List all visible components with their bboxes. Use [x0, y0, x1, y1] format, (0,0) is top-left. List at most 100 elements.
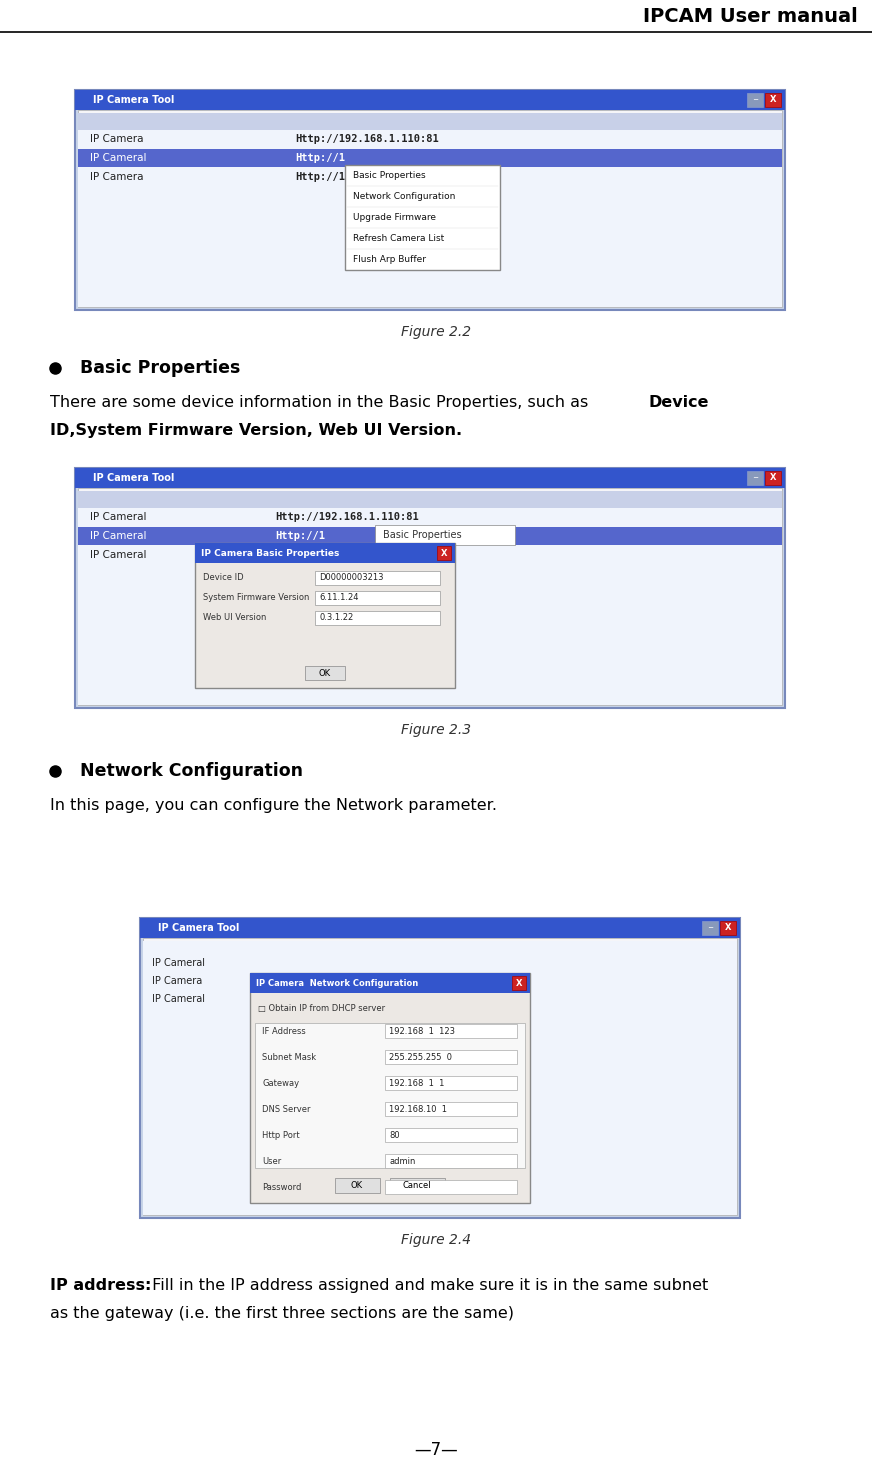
Text: Refresh Camera List: Refresh Camera List [353, 234, 444, 242]
Text: IP Cameral: IP Cameral [152, 958, 205, 968]
Bar [143, 941, 737, 1215]
Bar [75, 469, 785, 488]
Text: Flush Arp Buffer: Flush Arp Buffer [353, 256, 426, 265]
Text: IF Address: IF Address [262, 1027, 306, 1036]
Bar [78, 112, 782, 307]
Bar [78, 491, 782, 705]
Text: Basic Properties: Basic Properties [353, 171, 426, 180]
Text: IP Camera Tool: IP Camera Tool [93, 473, 174, 483]
Text: System Firmware Version: System Firmware Version [203, 594, 310, 603]
Bar [315, 571, 440, 585]
Text: IP Camera: IP Camera [152, 975, 202, 986]
Text: IP Camera  Network Configuration: IP Camera Network Configuration [256, 978, 419, 987]
Bar [335, 1178, 380, 1193]
Text: OK: OK [351, 1181, 363, 1190]
Bar [385, 1024, 517, 1038]
Text: Http://1: Http://1 [275, 531, 325, 541]
Bar [720, 921, 736, 936]
Text: Web UI Version: Web UI Version [203, 613, 266, 622]
Text: Http://1: Http://1 [275, 550, 325, 560]
Bar [390, 1178, 445, 1193]
Text: IP Camera: IP Camera [90, 171, 144, 182]
Text: X: X [515, 978, 522, 987]
Text: IP Cameral: IP Cameral [90, 154, 146, 163]
Text: User: User [262, 1156, 282, 1166]
Bar [78, 488, 782, 705]
Bar [78, 491, 782, 508]
Text: IP Cameral: IP Cameral [90, 511, 146, 522]
Bar [385, 1179, 517, 1194]
Bar [765, 93, 781, 106]
Text: IP Cameral: IP Cameral [90, 531, 146, 541]
Bar [143, 939, 737, 1215]
Text: 6.11.1.24: 6.11.1.24 [319, 594, 358, 603]
Text: X: X [440, 548, 447, 557]
Bar [78, 528, 782, 545]
Text: Network Configuration: Network Configuration [80, 763, 303, 780]
Text: as the gateway (i.e. the first three sections are the same): as the gateway (i.e. the first three sec… [50, 1307, 514, 1321]
Text: Figure 2.4: Figure 2.4 [401, 1233, 471, 1247]
Text: Http://192.168.1.110:81: Http://192.168.1.110:81 [295, 134, 439, 143]
Text: X: X [770, 96, 776, 105]
Bar [385, 1154, 517, 1168]
Text: 192.168  1  123: 192.168 1 123 [389, 1027, 455, 1036]
Text: Http://1: Http://1 [295, 154, 345, 163]
Bar [255, 1023, 525, 1168]
Bar [78, 112, 782, 130]
Text: Password: Password [262, 1182, 302, 1191]
Bar [75, 469, 785, 708]
Text: Gateway: Gateway [262, 1079, 299, 1088]
Text: ─: ─ [708, 925, 712, 931]
Bar [375, 525, 515, 545]
Text: IP Camera: IP Camera [90, 134, 144, 143]
Bar [747, 471, 763, 485]
Text: Figure 2.2: Figure 2.2 [401, 325, 471, 338]
Bar [75, 90, 785, 310]
Text: Device ID: Device ID [203, 573, 243, 582]
Text: ─: ─ [753, 98, 757, 103]
Bar [315, 591, 440, 605]
Bar [385, 1103, 517, 1116]
Bar [345, 166, 500, 270]
Text: IP Camera Tool: IP Camera Tool [93, 95, 174, 105]
Text: IP Cameral: IP Cameral [90, 550, 146, 560]
Text: admin: admin [389, 1156, 415, 1166]
Text: Http Port: Http Port [262, 1131, 300, 1140]
Bar [75, 90, 785, 109]
Bar [747, 93, 763, 106]
Text: 192.168  1  1: 192.168 1 1 [389, 1079, 445, 1088]
Bar [140, 918, 740, 939]
Bar [78, 149, 782, 167]
Text: There are some device information in the Basic Properties, such as: There are some device information in the… [50, 395, 593, 409]
Text: Basic Properties: Basic Properties [80, 359, 241, 377]
Text: IP Cameral: IP Cameral [152, 995, 205, 1004]
Bar [250, 973, 530, 993]
Bar [195, 542, 455, 563]
Text: D00000003213: D00000003213 [319, 573, 384, 582]
Bar [305, 667, 345, 680]
Text: 80: 80 [389, 1131, 399, 1140]
Text: Cancel: Cancel [403, 1181, 432, 1190]
Text: X: X [770, 473, 776, 482]
Text: In this page, you can configure the Network parameter.: In this page, you can configure the Netw… [50, 798, 497, 813]
Text: IPCAM User manual: IPCAM User manual [644, 6, 858, 25]
Text: DNS Server: DNS Server [262, 1104, 310, 1113]
Text: IP Camera Tool: IP Camera Tool [158, 922, 240, 933]
Bar [140, 918, 740, 1218]
Text: Http://192.168.1.110:81: Http://192.168.1.110:81 [275, 511, 419, 522]
Text: IP Camera Basic Properties: IP Camera Basic Properties [201, 548, 339, 557]
Bar [437, 545, 451, 560]
Bar [512, 975, 526, 990]
Bar [195, 542, 455, 687]
Bar [315, 610, 440, 625]
Text: IP address:: IP address: [50, 1278, 152, 1293]
Text: □ Obtain IP from DHCP server: □ Obtain IP from DHCP server [258, 1004, 385, 1012]
Text: 0.3.1.22: 0.3.1.22 [319, 613, 353, 622]
Bar [765, 471, 781, 485]
Bar [702, 921, 718, 936]
Text: ─: ─ [753, 474, 757, 480]
Text: OK: OK [319, 668, 331, 677]
Text: 192.168.10  1: 192.168.10 1 [389, 1104, 447, 1113]
Text: —7—: —7— [414, 1441, 458, 1459]
Bar [78, 109, 782, 307]
